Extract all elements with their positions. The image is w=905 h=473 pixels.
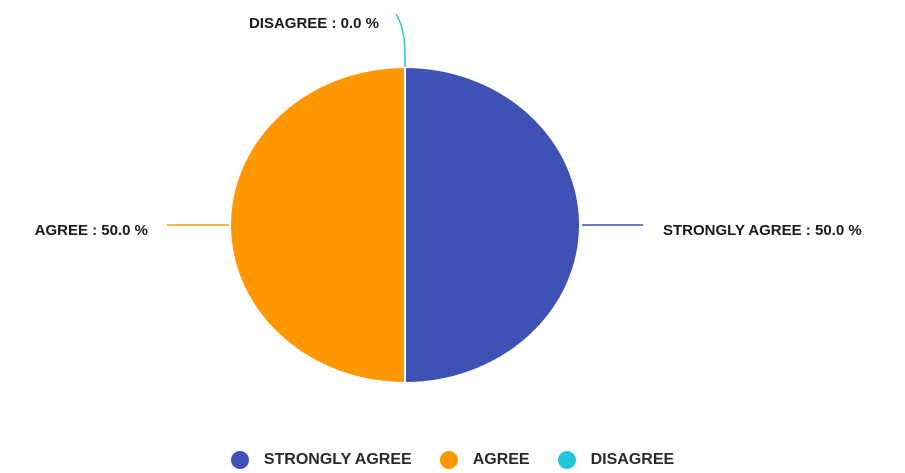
legend: STRONGLY AGREE AGREE DISAGREE: [0, 447, 905, 473]
data-label-disagree: DISAGREE : 0.0 %: [249, 15, 379, 32]
leader-line-disagree: [395, 13, 406, 68]
data-label-strongly-agree: STRONGLY AGREE : 50.0 %: [663, 222, 862, 239]
legend-swatch-disagree: [557, 451, 576, 469]
legend-item-disagree[interactable]: DISAGREE: [557, 451, 675, 469]
legend-label-strongly-agree: STRONGLY AGREE: [263, 451, 412, 468]
legend-item-agree[interactable]: AGREE: [439, 451, 530, 469]
legend-label-disagree: DISAGREE: [590, 451, 675, 468]
pie-slices: [229, 65, 581, 385]
legend-label-agree: AGREE: [472, 451, 530, 468]
data-labels: STRONGLY AGREE : 50.0 % AGREE : 50.0 % DIS…: [35, 15, 862, 239]
data-label-agree: AGREE : 50.0 %: [35, 222, 148, 239]
leader-lines: [167, 13, 643, 226]
legend-swatch-agree: [439, 451, 458, 469]
legend-item-strongly-agree[interactable]: STRONGLY AGREE: [230, 451, 412, 469]
pie-slice-agree[interactable]: [229, 65, 406, 385]
pie-slice-strongly-agree[interactable]: [404, 65, 581, 385]
legend-swatch-strongly-agree: [230, 451, 249, 469]
